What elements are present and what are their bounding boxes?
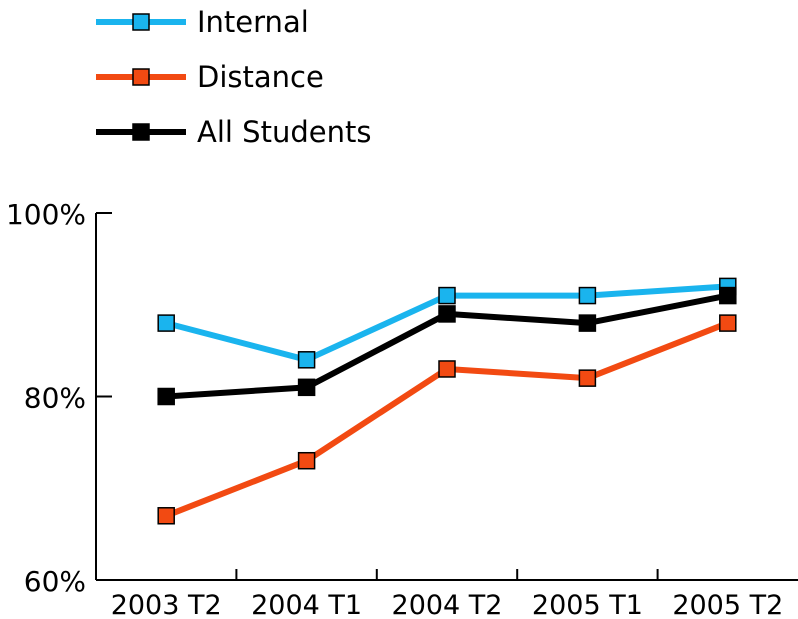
legend-label: Distance xyxy=(197,60,324,94)
legend-item: All Students xyxy=(96,115,371,149)
data-point xyxy=(578,286,597,305)
legend-marker xyxy=(132,68,150,86)
data-point xyxy=(157,387,175,406)
series-distance xyxy=(157,314,737,525)
y-tick-label: 100% xyxy=(6,198,86,231)
data-point xyxy=(157,314,175,332)
legend-label: Internal xyxy=(197,5,309,39)
legend: Internal Distance All Students xyxy=(96,5,371,149)
data-point xyxy=(157,507,175,525)
data-point xyxy=(438,305,456,323)
x-tick-label: 2004 T1 xyxy=(251,590,362,619)
y-ticks: 60% 80% 100% xyxy=(6,198,112,598)
series-line xyxy=(165,320,729,519)
data-point xyxy=(438,286,456,305)
data-point xyxy=(578,369,597,387)
legend-item: Internal xyxy=(96,5,309,39)
data-point xyxy=(719,314,737,332)
legend-label: All Students xyxy=(197,115,371,149)
data-point xyxy=(438,360,456,378)
series-group xyxy=(157,277,737,525)
x-ticks: 2003 T2 2004 T1 2004 T2 2005 T1 2005 T2 xyxy=(111,569,783,619)
x-tick-label: 2003 T2 xyxy=(111,590,222,619)
x-tick-label: 2005 T1 xyxy=(532,590,643,619)
legend-item: Distance xyxy=(96,60,324,94)
data-point xyxy=(719,286,737,305)
series-internal xyxy=(157,277,737,369)
y-tick-label: 80% xyxy=(24,382,86,415)
data-point xyxy=(297,378,316,397)
x-tick-label: 2004 T2 xyxy=(392,590,503,619)
series-all-students xyxy=(157,286,737,406)
legend-marker xyxy=(132,13,150,31)
data-point xyxy=(297,451,316,470)
data-point xyxy=(578,314,597,332)
y-tick-label: 60% xyxy=(24,565,86,598)
x-tick-label: 2005 T2 xyxy=(672,590,783,619)
legend-marker xyxy=(132,123,150,141)
data-point xyxy=(297,351,316,369)
